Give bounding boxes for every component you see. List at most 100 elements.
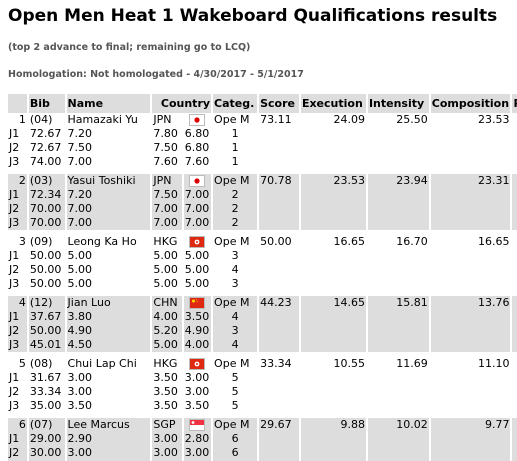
empty-cell [300,310,366,324]
header-cell [8,94,27,113]
judge-composition: 7.60 [184,155,210,168]
judge-total: 50.00 [28,324,65,338]
intensity: 23.94 [367,174,429,188]
judge-place: 5 [231,399,239,412]
judge-execution: 7.20 [67,127,93,140]
empty-cell [259,338,299,352]
empty-cell [367,310,429,324]
country: HKG [153,235,178,248]
judge-place: 6 [213,446,258,460]
judge-total: 35.00 [29,399,62,412]
header-cell: Composition [430,94,511,113]
empty-cell [259,310,299,324]
judge-total: 29.00 [28,432,65,446]
empty-cell [368,249,429,263]
judge-execution: 7.00 [67,155,93,168]
judge-execution: 7.00 [66,202,151,216]
rank: 2 [8,174,27,188]
empty-cell [512,385,517,399]
judge-intensity: 3.50 [153,371,178,384]
header-cell: Name [66,94,151,113]
judge-place: 4 [213,310,258,324]
judge-intensity: 5.00 [153,249,178,262]
rider-row: 1 (04) Hamazaki Yu JPN Ope M 73.11 24.09 25.50 2… [8,113,517,127]
judge-total: 31.67 [29,371,62,384]
flag [189,358,206,370]
judge-total: 37.67 [28,310,65,324]
judge-row: J1 31.67 3.00 3.50 3.00 5 [8,371,517,385]
judge: J2 [8,202,27,216]
empty-cell [259,399,299,413]
empty-cell [300,324,366,338]
judge-composition: 4.90 [183,324,212,338]
empty-cell [512,338,517,352]
judge-intensity: 5.00 [152,338,182,352]
judge: J2 [9,141,20,154]
score: 73.11 [260,113,292,126]
empty-cell [431,277,511,291]
qualification-note: (top 2 advance to final; remaining go to… [8,42,251,53]
judge-intensity: 3.50 [153,385,178,398]
judge: J1 [9,127,20,140]
empty-cell [259,371,299,385]
empty-cell [512,310,517,324]
judge-execution: 5.00 [67,277,93,290]
empty-cell [512,446,517,460]
empty-cell [430,324,511,338]
header-cell: Country [152,94,212,113]
judge-row: J2 30.00 3.00 3.00 3.00 6 [8,446,517,460]
rider-name: Lee Marcus [66,418,151,432]
judge-total: 50.00 [29,277,62,290]
judge-row: J1 72.34 7.20 7.50 7.00 2 [8,188,517,202]
judge-total: 74.00 [29,155,62,168]
empty-cell [368,141,429,155]
judge-intensity: 7.80 [153,127,178,140]
judge: J3 [8,338,27,352]
empty-cell [512,216,517,230]
judge-row: J3 35.00 3.50 3.50 3.50 5 [8,399,517,413]
composition: 9.77 [430,418,511,432]
empty-cell [301,127,366,141]
rider-row: 2 (03) Yasui Toshiki JPN Ope M 70.78 23.53 23.9… [8,174,517,188]
empty-cell [368,155,429,169]
header-cell: Score [259,94,299,113]
empty-cell [512,371,517,385]
bib: (08) [29,357,53,370]
flag-cell [184,357,211,371]
empty-cell [259,202,299,216]
empty-cell [512,127,517,141]
empty-cell [259,277,299,291]
header-cell: Pl [512,94,517,113]
rank: 3 [18,235,26,248]
judge-total: 72.34 [28,188,65,202]
judge-place: 3 [213,324,258,338]
composition: 23.31 [430,174,511,188]
page-title: Open Men Heat 1 Wakeboard Qualifications… [8,6,498,26]
header-row: Bib Name Country Categ. Score Execution … [8,94,517,113]
flag [189,419,206,431]
judge-execution: 3.50 [67,399,93,412]
judge-intensity: 7.00 [152,202,182,216]
judge-intensity: 5.20 [152,324,182,338]
empty-cell [512,141,517,155]
judge-row: J3 45.01 4.50 5.00 4.00 4 [8,338,517,352]
empty-cell [367,216,429,230]
empty-cell [368,385,429,399]
empty-cell [300,202,366,216]
category: Ope M [213,174,258,188]
judge: J2 [9,263,20,276]
header-cell: Bib [28,94,65,113]
judge-composition: 3.00 [184,371,210,384]
judge-intensity: 5.00 [153,263,178,276]
judge-place: 2 [213,216,258,230]
homologation: Homologation: Not homologated - 4/30/201… [8,69,304,80]
judge: J3 [9,155,20,168]
judge-intensity: 7.60 [153,155,178,168]
judge-intensity: 3.50 [153,399,178,412]
judge-row: J1 29.00 2.90 3.00 2.80 6 [8,432,517,446]
place [512,235,517,249]
rider-name: Hamazaki Yu [67,113,138,126]
empty-cell [512,155,517,169]
empty-cell [512,202,517,216]
